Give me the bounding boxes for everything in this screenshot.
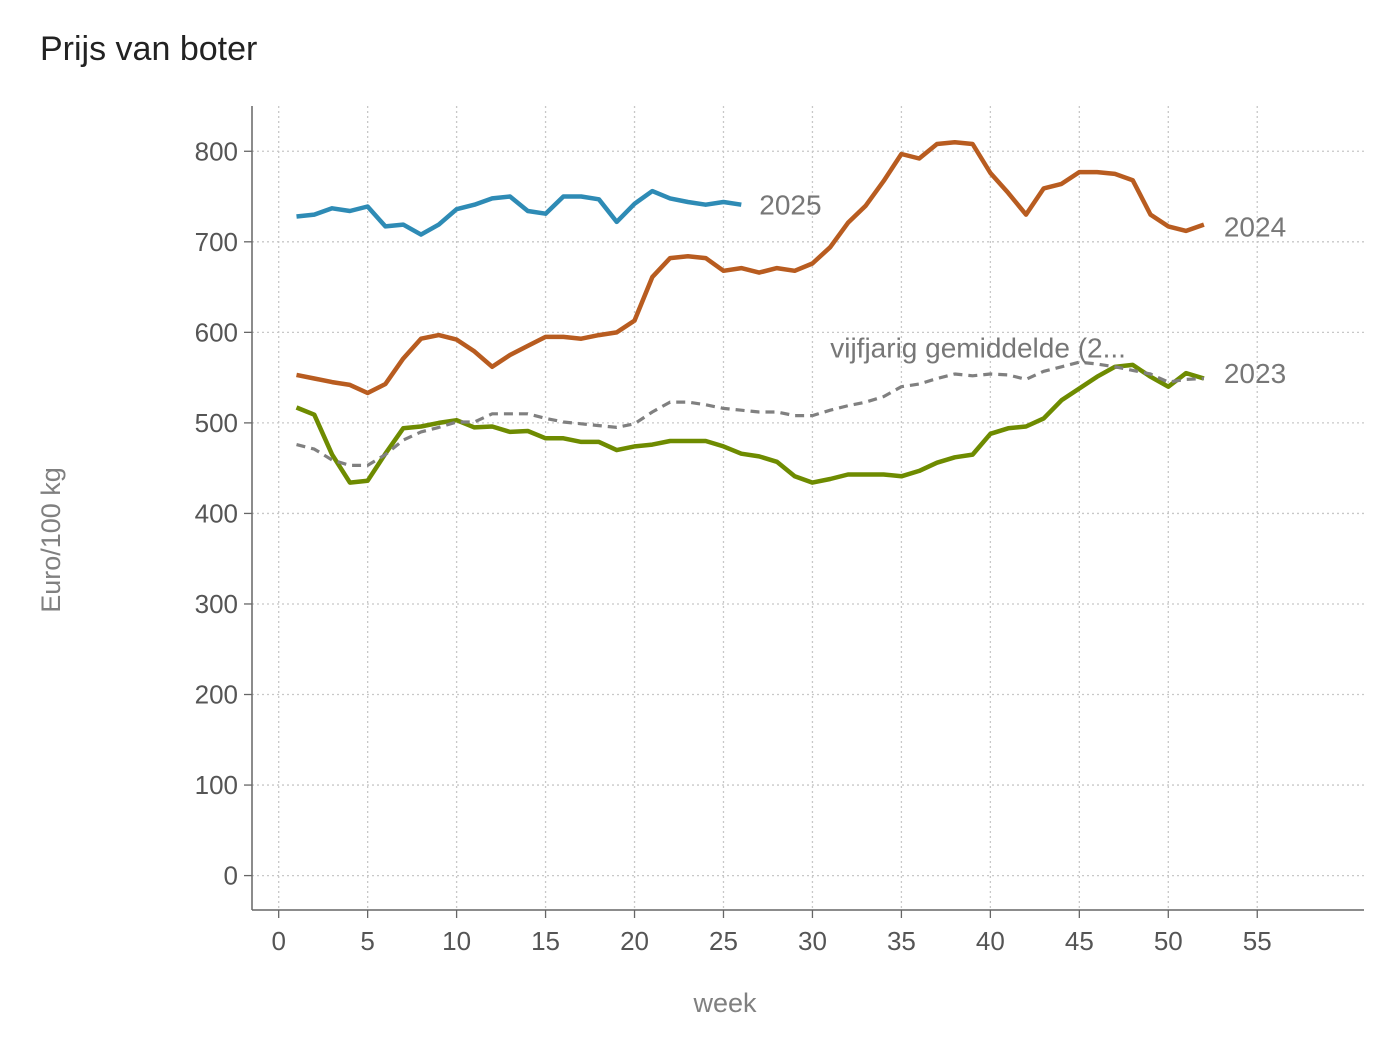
- x-tick-label: 55: [1243, 926, 1272, 956]
- x-tick-label: 20: [620, 926, 649, 956]
- x-tick-label: 45: [1065, 926, 1094, 956]
- y-tick-label: 100: [195, 770, 238, 800]
- y-tick-label: 500: [195, 408, 238, 438]
- x-tick-label: 15: [531, 926, 560, 956]
- y-tick-label: 400: [195, 498, 238, 528]
- series-line-0: [296, 188, 742, 237]
- x-axis-title: week: [692, 988, 757, 1018]
- x-tick-label: 5: [360, 926, 374, 956]
- x-tick-label: 30: [798, 926, 827, 956]
- axes: [244, 106, 1364, 918]
- x-tick-label: 40: [976, 926, 1005, 956]
- x-tick-label: 25: [709, 926, 738, 956]
- x-tick-label: 50: [1154, 926, 1183, 956]
- y-tick-label: 800: [195, 136, 238, 166]
- series-labels: 2025 2024 2023 vijfjarig gemiddelde (2...: [759, 190, 1286, 389]
- y-axis-title: Euro/100 kg: [36, 467, 66, 613]
- series-line-3: [296, 360, 1204, 467]
- x-tick-label: 0: [271, 926, 285, 956]
- y-tick-label: 0: [224, 861, 238, 891]
- series-label-2: 2023: [1224, 358, 1286, 389]
- series-line-2: [295, 362, 1205, 485]
- y-tick-label: 200: [195, 680, 238, 710]
- y-tick-label: 600: [195, 317, 238, 347]
- tick-labels: 0 5 10 15 20 25 30 35 40 45 50 55010020030040050060…: [195, 136, 1272, 956]
- x-tick-label: 10: [442, 926, 471, 956]
- grid-lines: [252, 106, 1364, 910]
- y-tick-label: 300: [195, 589, 238, 619]
- x-tick-label: 35: [887, 926, 916, 956]
- series-label-3: vijfjarig gemiddelde (2...: [830, 333, 1126, 364]
- series-lines: [295, 139, 1205, 485]
- series-label-1: 2024: [1224, 212, 1286, 243]
- y-tick-label: 700: [195, 227, 238, 257]
- chart-title: Prijs van boter: [40, 30, 258, 68]
- series-label-0: 2025: [759, 190, 821, 221]
- series-line-1: [296, 139, 1205, 396]
